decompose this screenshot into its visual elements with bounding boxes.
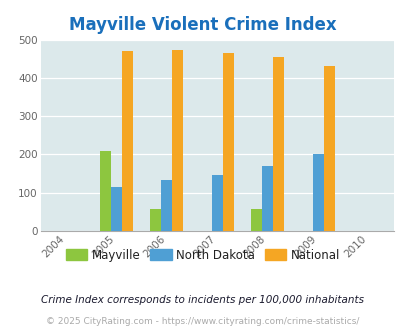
Bar <box>222 52 233 231</box>
Bar <box>273 57 283 231</box>
Bar <box>99 151 111 231</box>
Text: Crime Index corresponds to incidents per 100,000 inhabitants: Crime Index corresponds to incidents per… <box>41 295 364 305</box>
Legend: Mayville, North Dakota, National: Mayville, North Dakota, National <box>61 244 344 266</box>
Bar <box>172 50 183 231</box>
Text: © 2025 CityRating.com - https://www.cityrating.com/crime-statistics/: © 2025 CityRating.com - https://www.city… <box>46 317 359 326</box>
Bar <box>262 166 273 231</box>
Bar <box>211 175 222 231</box>
Bar <box>122 51 132 231</box>
Bar <box>323 66 334 231</box>
Bar <box>312 154 323 231</box>
Bar <box>111 187 122 231</box>
Bar <box>150 209 161 231</box>
Bar <box>161 181 172 231</box>
Bar <box>250 209 262 231</box>
Text: Mayville Violent Crime Index: Mayville Violent Crime Index <box>69 16 336 34</box>
